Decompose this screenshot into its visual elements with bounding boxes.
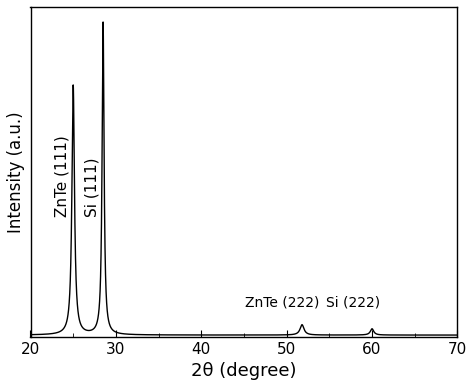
X-axis label: 2θ (degree): 2θ (degree)	[191, 362, 297, 380]
Text: ZnTe (222): ZnTe (222)	[245, 296, 319, 310]
Y-axis label: Intensity (a.u.): Intensity (a.u.)	[7, 111, 25, 233]
Text: ZnTe (111): ZnTe (111)	[55, 135, 70, 217]
Text: Si (111): Si (111)	[84, 158, 100, 217]
Text: Si (222): Si (222)	[326, 296, 380, 310]
